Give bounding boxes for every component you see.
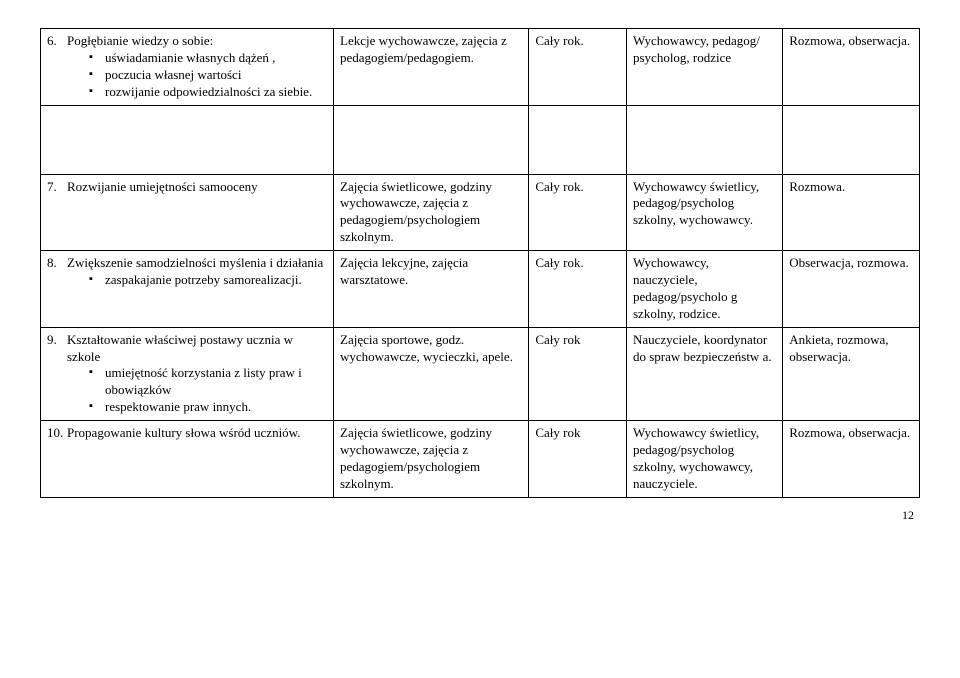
cell-responsible: Nauczyciele, koordynator do spraw bezpie… <box>626 327 782 420</box>
bullet-item: umiejętność korzystania z listy praw i o… <box>89 365 327 399</box>
row-title: Kształtowanie właściwej postawy ucznia w… <box>67 332 293 364</box>
table-row: 8. Zwiększenie samodzielności myślenia i… <box>41 251 920 328</box>
cell-term: Cały rok. <box>529 29 627 106</box>
cell-term: Cały rok. <box>529 174 627 251</box>
table-row: 10. Propagowanie kultury słowa wśród ucz… <box>41 421 920 498</box>
row-title: Pogłębianie wiedzy o sobie: <box>67 33 213 48</box>
table-row: 9. Kształtowanie właściwej postawy uczni… <box>41 327 920 420</box>
cell-term: Cały rok <box>529 421 627 498</box>
row-title: Propagowanie kultury słowa wśród uczniów… <box>67 425 300 440</box>
bullet-item: rozwijanie odpowiedzialności za siebie. <box>89 84 327 101</box>
bullet-item: uświadamianie własnych dążeń , <box>89 50 327 67</box>
cell-term: Cały rok. <box>529 251 627 328</box>
table-row: 6. Pogłębianie wiedzy o sobie: uświadami… <box>41 29 920 106</box>
cell-evaluation: Rozmowa. <box>783 174 920 251</box>
cell-activities: Zajęcia lekcyjne, zajęcia warsztatowe. <box>334 251 529 328</box>
table-row: 7. Rozwijanie umiejętności samooceny Zaj… <box>41 174 920 251</box>
cell-term: Cały rok <box>529 327 627 420</box>
gap-row <box>41 105 920 140</box>
bullet-item: respektowanie praw innych. <box>89 399 327 416</box>
cell-activities: Zajęcia świetlicowe, godziny wychowawcze… <box>334 421 529 498</box>
document-table: 6. Pogłębianie wiedzy o sobie: uświadami… <box>40 28 920 498</box>
cell-responsible: Wychowawcy świetlicy, pedagog/psycholog … <box>626 421 782 498</box>
row-number: 7. <box>47 179 67 196</box>
cell-evaluation: Rozmowa, obserwacja. <box>783 29 920 106</box>
page-number: 12 <box>40 508 920 523</box>
cell-evaluation: Obserwacja, rozmowa. <box>783 251 920 328</box>
row-title: Zwiększenie samodzielności myślenia i dz… <box>67 255 323 270</box>
row-title: Rozwijanie umiejętności samooceny <box>67 179 258 194</box>
row-number: 10. <box>47 425 67 442</box>
row-number: 6. <box>47 33 67 101</box>
cell-activities: Zajęcia sportowe, godz. wychowawcze, wyc… <box>334 327 529 420</box>
row-number: 9. <box>47 332 67 416</box>
row-number: 8. <box>47 255 67 289</box>
cell-responsible: Wychowawcy świetlicy, pedagog/psycholog … <box>626 174 782 251</box>
cell-evaluation: Ankieta, rozmowa, obserwacja. <box>783 327 920 420</box>
cell-activities: Lekcje wychowawcze, zajęcia z pedagogiem… <box>334 29 529 106</box>
bullet-item: zaspakajanie potrzeby samorealizacji. <box>89 272 327 289</box>
cell-responsible: Wychowawcy, pedagog/ psycholog, rodzice <box>626 29 782 106</box>
gap-row <box>41 140 920 175</box>
cell-evaluation: Rozmowa, obserwacja. <box>783 421 920 498</box>
cell-activities: Zajęcia świetlicowe, godziny wychowawcze… <box>334 174 529 251</box>
cell-responsible: Wychowawcy, nauczyciele, pedagog/psychol… <box>626 251 782 328</box>
bullet-item: poczucia własnej wartości <box>89 67 327 84</box>
